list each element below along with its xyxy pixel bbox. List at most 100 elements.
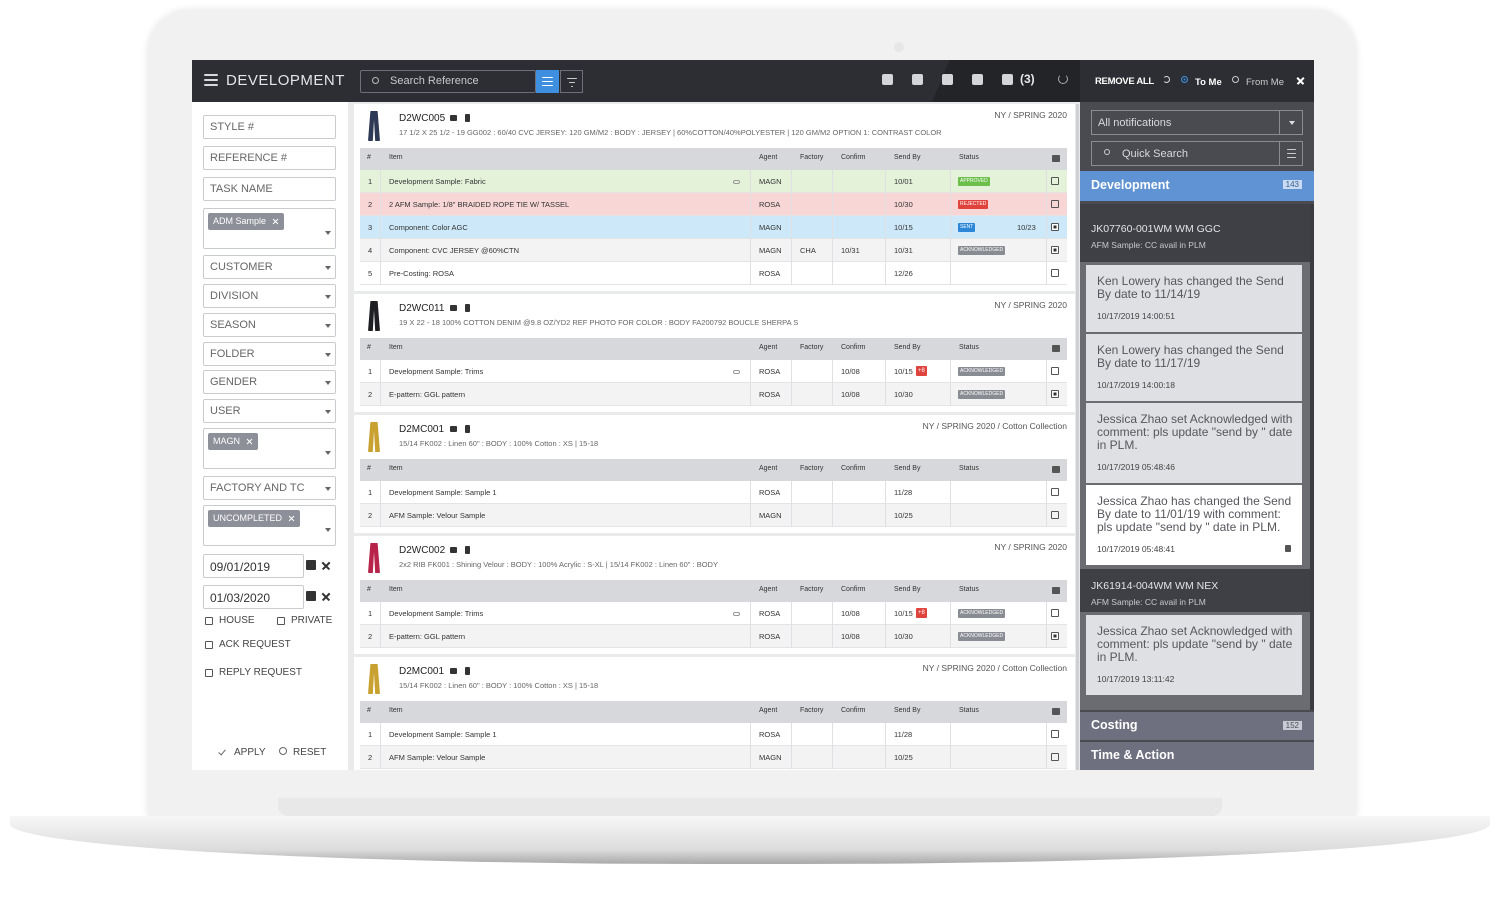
toolbar-button[interactable] [882, 74, 893, 85]
notification-time: 10/17/2019 13:11:42 [1097, 674, 1175, 684]
checkbox[interactable] [277, 617, 285, 625]
dropdown[interactable]: ADM Sample [203, 208, 336, 249]
cell-divider [380, 239, 381, 262]
cell-divider [750, 602, 751, 625]
dropdown[interactable]: MAGN [203, 428, 336, 469]
column-header: Factory [800, 707, 824, 714]
checkbox[interactable] [205, 617, 213, 625]
checkbox[interactable] [1051, 177, 1059, 185]
dropdown[interactable]: GENDER [203, 370, 336, 394]
checkbox[interactable] [1051, 632, 1059, 640]
task-row[interactable]: 1 Development Sample: Sample 1 ROSA 11/28 [360, 723, 1067, 746]
dropdown[interactable]: SEASON [203, 313, 336, 337]
toolbar-button[interactable] [1002, 74, 1013, 85]
date-input[interactable]: 09/01/2019 [203, 554, 304, 578]
status-badge: ACKNOWLEDGED [958, 632, 1006, 641]
checkbox[interactable] [1051, 367, 1059, 375]
task-row[interactable]: 2 2 AFM Sample: 1/8" BRAIDED ROPE TIE W/ … [360, 193, 1067, 216]
icon [567, 78, 577, 79]
cell-divider [832, 602, 833, 625]
checkbox[interactable] [1051, 200, 1059, 208]
date-input[interactable]: 01/03/2020 [203, 585, 304, 609]
task-row[interactable]: 1 Development Sample: Trims ROSA 10/08 10/15… [360, 602, 1067, 625]
sort-button[interactable] [560, 70, 583, 93]
quick-search[interactable]: Quick Search [1091, 141, 1303, 166]
style-code[interactable]: D2MC001 [399, 666, 445, 677]
cell-divider [380, 170, 381, 193]
notification[interactable]: Ken Lowery has changed the Send By date … [1086, 334, 1302, 401]
apply-button[interactable]: APPLY [218, 746, 266, 760]
notification[interactable]: Ken Lowery has changed the Send By date … [1086, 265, 1302, 332]
toolbar-button[interactable] [942, 74, 953, 85]
notification[interactable]: Jessica Zhao set Acknowledged with comme… [1086, 403, 1302, 483]
column-header: Status [959, 465, 979, 472]
task-row[interactable]: 2 AFM Sample: Velour Sample MAGN 10/25 [360, 504, 1067, 527]
task-row[interactable]: 2 AFM Sample: Velour Sample MAGN 10/25 [360, 746, 1067, 769]
task-row[interactable]: 3 Component: Color AGC MAGN 10/15 SENT 10/23 [360, 216, 1067, 239]
send-by-date: 10/25 [894, 511, 913, 520]
task-row[interactable]: 1 Development Sample: Sample 1 ROSA 11/28 [360, 481, 1067, 504]
section-header[interactable]: Costing 152 [1080, 712, 1314, 740]
thumbnail [363, 109, 385, 143]
dropdown[interactable]: DIVISION [203, 284, 336, 308]
dropdown[interactable]: FACTORY AND TC [203, 476, 336, 500]
checkbox[interactable] [205, 669, 213, 677]
style-code[interactable]: D2WC011 [399, 303, 445, 314]
task-card: D2MC001 15/14 FK002 : Linen 60" : BODY : … [354, 657, 1075, 770]
task-row[interactable]: 2 E-pattern: GGL pattern ROSA 10/08 10/30 ACK… [360, 625, 1067, 648]
notification[interactable]: Jessica Zhao has changed the Send By dat… [1086, 485, 1302, 565]
dropdown[interactable]: FOLDER [203, 342, 336, 366]
style-code[interactable]: D2MC001 [399, 424, 445, 435]
cell-divider [791, 746, 792, 769]
cell-divider [380, 504, 381, 527]
section-header[interactable]: Development 143 [1080, 171, 1314, 201]
style-code[interactable]: D2WC005 [399, 113, 446, 124]
checkbox[interactable] [1051, 753, 1059, 761]
cell-divider [1046, 262, 1047, 285]
icon [1285, 545, 1291, 552]
notification-filter[interactable]: All notifications [1091, 110, 1303, 135]
cell-divider [750, 504, 751, 527]
task-card: D2WC002 2x2 RIB FK001 : Shining Velour : … [354, 536, 1075, 654]
dropdown[interactable]: CUSTOMER [203, 255, 336, 279]
tag-label: ADM Sample [213, 216, 267, 226]
refresh-button[interactable] [1058, 74, 1068, 84]
toolbar-button[interactable] [912, 74, 923, 85]
text-input[interactable]: TASK NAME [203, 177, 336, 201]
radio-on[interactable] [1181, 76, 1188, 83]
checkbox[interactable] [1051, 609, 1059, 617]
checkbox-label: PRIVATE [291, 615, 333, 626]
checkbox[interactable] [1051, 511, 1059, 519]
remove-all-button[interactable]: REMOVE ALL [1095, 76, 1154, 87]
toolbar-button[interactable] [972, 74, 983, 85]
dropdown[interactable]: UNCOMPLETED [203, 505, 336, 546]
task-row[interactable]: 5 Pre-Costing: ROSA ROSA 12/26 [360, 262, 1067, 285]
send-by-date: 10/30 [894, 200, 913, 209]
search-box[interactable]: Search Reference [360, 70, 536, 93]
page-title: DEVELOPMENT [226, 72, 345, 89]
text-input[interactable]: REFERENCE # [203, 146, 336, 170]
style-code[interactable]: D2WC002 [399, 545, 446, 556]
tag: ADM Sample [208, 213, 285, 230]
task-row[interactable]: 1 Development Sample: Trims ROSA 10/08 10/15… [360, 360, 1067, 383]
text-input[interactable]: STYLE # [203, 115, 336, 139]
notification[interactable]: Jessica Zhao set Acknowledged with comme… [1086, 615, 1302, 695]
task-row[interactable]: 1 Development Sample: Fabric MAGN 10/01 APPR… [360, 170, 1067, 193]
checkbox[interactable] [1051, 246, 1059, 254]
checkbox[interactable] [1051, 488, 1059, 496]
task-row[interactable]: 2 E-pattern: GGL pattern ROSA 10/08 10/30 ACK… [360, 383, 1067, 406]
checkbox[interactable] [1051, 269, 1059, 277]
camera [894, 42, 904, 52]
checkbox[interactable] [205, 641, 213, 649]
checkbox[interactable] [1051, 390, 1059, 398]
checkbox[interactable] [1051, 730, 1059, 738]
tag-label: MAGN [213, 436, 240, 446]
section-header[interactable]: Time & Action [1080, 742, 1314, 770]
filter-button[interactable] [536, 70, 559, 93]
cell-divider [791, 481, 792, 504]
dropdown[interactable]: USER [203, 399, 336, 423]
task-row[interactable]: 4 Component: CVC JERSEY @60%CTN MAGN CHA 10/… [360, 239, 1067, 262]
checkbox[interactable] [1051, 223, 1059, 231]
reset-button[interactable]: RESET [279, 746, 329, 760]
radio-off[interactable] [1232, 76, 1239, 83]
